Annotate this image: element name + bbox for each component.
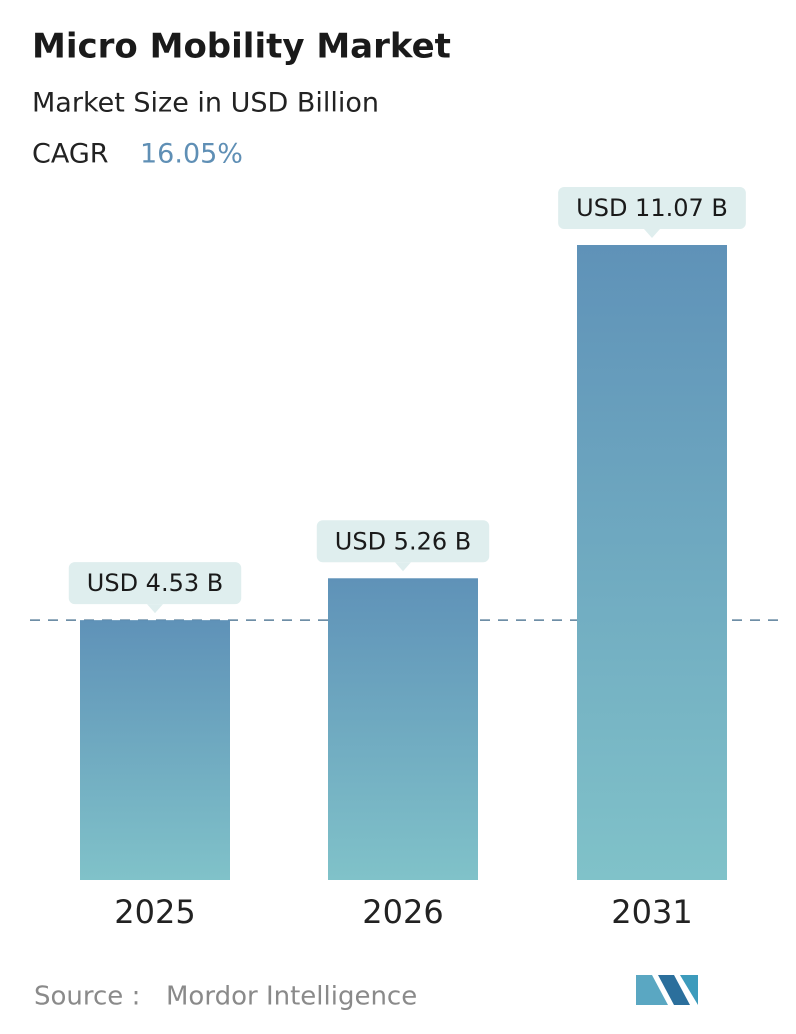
value-label-box [316,520,490,563]
value-label-box [558,187,746,229]
value-label-pointer [644,229,660,238]
x-tick-label: 2025 [114,893,195,931]
bar [328,578,478,880]
x-tick-label: 2026 [362,893,443,931]
x-tick-label: 2031 [611,893,692,931]
value-label-box [68,562,242,605]
value-label: USD 11.07 B [576,194,728,222]
logo [636,975,698,1005]
value-label-pointer [395,562,411,572]
chart-subtitle: Market Size in USD Billion [32,88,379,119]
chart-title: Micro Mobility Market [32,27,451,67]
value-label: USD 5.26 B [335,527,471,555]
cagr-label: CAGR [32,139,109,170]
bar [80,620,230,880]
source: Mordor Intelligence [166,982,417,1012]
bar [577,245,727,880]
source-label: Source : [34,982,140,1012]
value-label-pointer [147,604,163,614]
cagr-value: 16.05% [140,139,243,170]
value-label: USD 4.53 B [87,569,223,597]
